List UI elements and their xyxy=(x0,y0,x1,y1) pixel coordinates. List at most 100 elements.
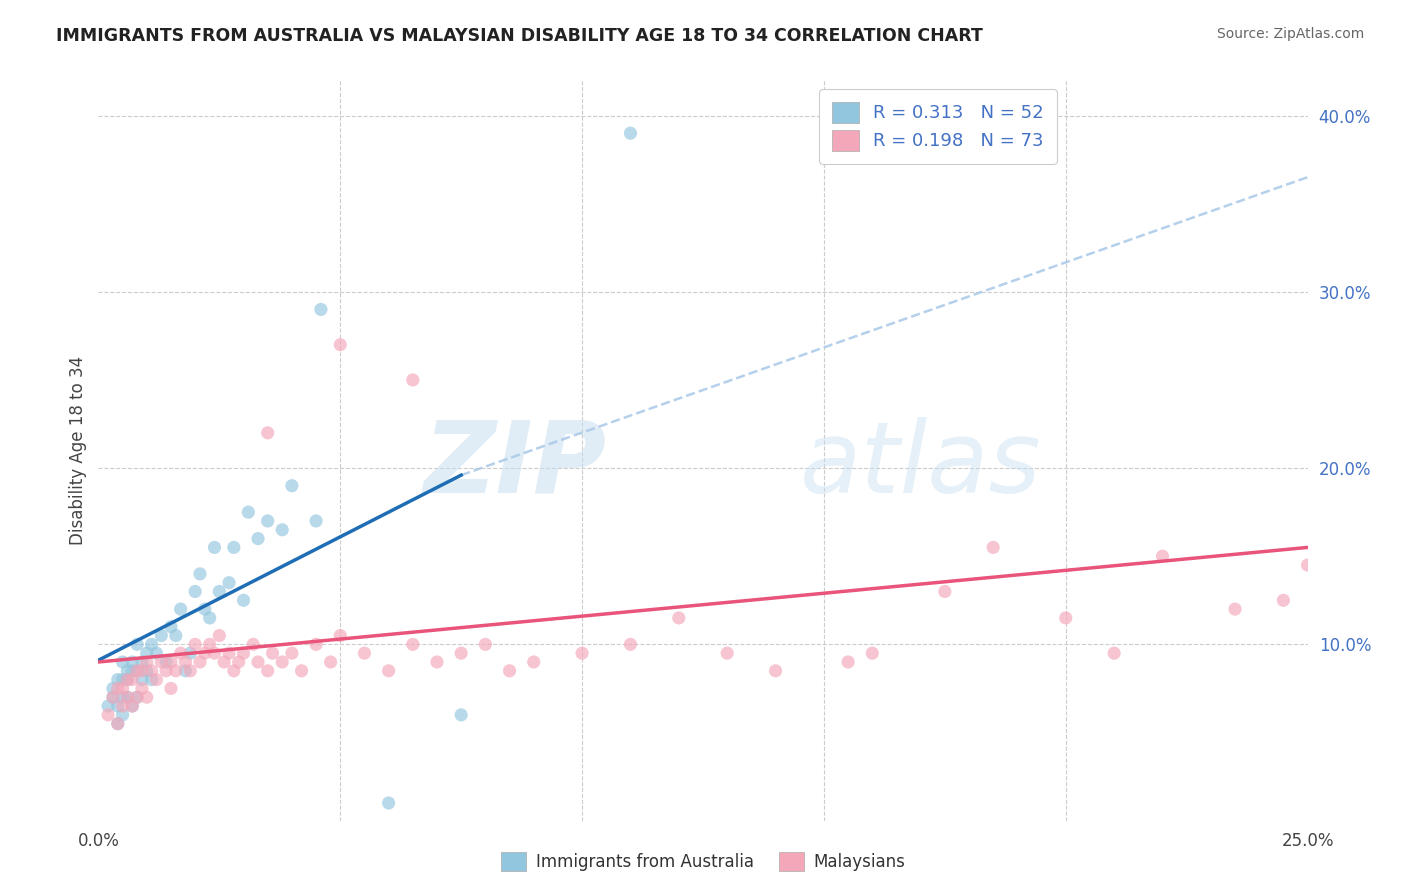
Point xyxy=(232,646,254,660)
Point xyxy=(222,541,245,555)
Point xyxy=(402,637,425,651)
Point xyxy=(1272,593,1295,607)
Point xyxy=(523,655,546,669)
Point xyxy=(281,479,304,493)
Point xyxy=(218,575,240,590)
Y-axis label: Disability Age 18 to 34: Disability Age 18 to 34 xyxy=(69,356,87,545)
Point xyxy=(188,566,211,581)
Point xyxy=(155,655,177,669)
Point xyxy=(135,664,157,678)
Legend: Immigrants from Australia, Malaysians: Immigrants from Australia, Malaysians xyxy=(492,843,914,880)
Point xyxy=(232,593,254,607)
Point xyxy=(127,690,149,705)
Point xyxy=(174,655,197,669)
Point xyxy=(281,646,304,660)
Point xyxy=(135,646,157,660)
Point xyxy=(97,707,120,722)
Point xyxy=(127,637,149,651)
Text: Source: ZipAtlas.com: Source: ZipAtlas.com xyxy=(1216,27,1364,41)
Point xyxy=(131,655,153,669)
Point xyxy=(121,655,143,669)
Point xyxy=(1102,646,1125,660)
Point xyxy=(1223,602,1246,616)
Point xyxy=(1054,611,1077,625)
Point xyxy=(160,681,183,696)
Point xyxy=(242,637,264,651)
Text: IMMIGRANTS FROM AUSTRALIA VS MALAYSIAN DISABILITY AGE 18 TO 34 CORRELATION CHART: IMMIGRANTS FROM AUSTRALIA VS MALAYSIAN D… xyxy=(56,27,983,45)
Point xyxy=(141,637,163,651)
Point xyxy=(184,584,207,599)
Point xyxy=(121,699,143,714)
Point xyxy=(256,425,278,440)
Point xyxy=(1296,558,1319,572)
Point xyxy=(145,646,167,660)
Point xyxy=(271,523,294,537)
Point xyxy=(212,655,235,669)
Point xyxy=(208,628,231,642)
Point xyxy=(117,673,139,687)
Point xyxy=(208,584,231,599)
Point xyxy=(194,602,217,616)
Point xyxy=(619,126,641,140)
Point xyxy=(188,655,211,669)
Point xyxy=(121,664,143,678)
Point xyxy=(165,664,187,678)
Point xyxy=(204,646,226,660)
Point xyxy=(571,646,593,660)
Point xyxy=(150,628,173,642)
Point xyxy=(837,655,859,669)
Point xyxy=(256,664,278,678)
Point xyxy=(474,637,496,651)
Point xyxy=(145,673,167,687)
Point xyxy=(107,716,129,731)
Point xyxy=(184,637,207,651)
Point xyxy=(716,646,738,660)
Point xyxy=(111,707,134,722)
Point xyxy=(121,673,143,687)
Point xyxy=(256,514,278,528)
Legend: R = 0.313   N = 52, R = 0.198   N = 73: R = 0.313 N = 52, R = 0.198 N = 73 xyxy=(820,89,1057,163)
Point xyxy=(107,681,129,696)
Point xyxy=(194,646,217,660)
Point xyxy=(290,664,312,678)
Point xyxy=(329,628,352,642)
Point xyxy=(619,637,641,651)
Point xyxy=(198,637,221,651)
Point xyxy=(117,664,139,678)
Point xyxy=(402,373,425,387)
Point xyxy=(309,302,332,317)
Point xyxy=(169,602,191,616)
Point xyxy=(117,690,139,705)
Point xyxy=(174,664,197,678)
Point xyxy=(121,699,143,714)
Point xyxy=(934,584,956,599)
Point xyxy=(101,690,124,705)
Point xyxy=(450,707,472,722)
Point xyxy=(981,541,1004,555)
Point xyxy=(498,664,520,678)
Point xyxy=(155,664,177,678)
Point xyxy=(218,646,240,660)
Point xyxy=(668,611,690,625)
Point xyxy=(131,664,153,678)
Point xyxy=(262,646,284,660)
Point xyxy=(765,664,787,678)
Point xyxy=(179,664,201,678)
Point xyxy=(117,673,139,687)
Point xyxy=(117,690,139,705)
Point xyxy=(111,699,134,714)
Point xyxy=(271,655,294,669)
Point xyxy=(247,655,270,669)
Point xyxy=(101,681,124,696)
Point xyxy=(377,664,399,678)
Point xyxy=(97,699,120,714)
Point xyxy=(135,655,157,669)
Point xyxy=(1152,549,1174,564)
Point xyxy=(107,699,129,714)
Point xyxy=(319,655,342,669)
Point xyxy=(141,664,163,678)
Point xyxy=(426,655,449,669)
Point xyxy=(169,646,191,660)
Point xyxy=(127,690,149,705)
Point xyxy=(165,628,187,642)
